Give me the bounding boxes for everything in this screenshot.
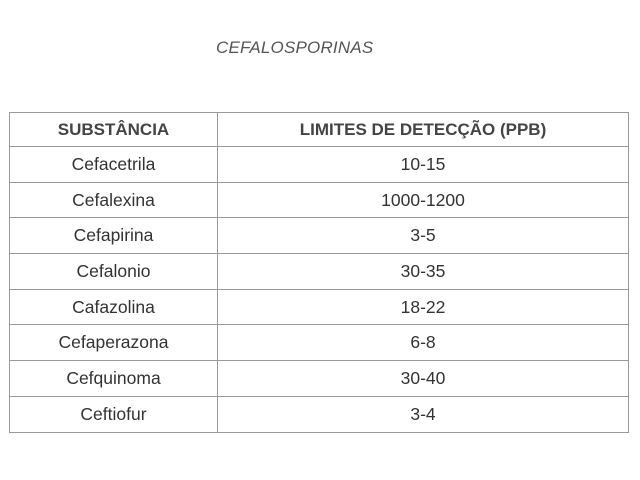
- table-cell: 6-8: [217, 324, 629, 362]
- title: CEFALOSPORINAS: [216, 38, 374, 57]
- header-cell: SUBSTÂNCIA: [9, 112, 218, 147]
- table-cell: 30-35: [217, 253, 629, 290]
- table: SUBSTÂNCIA LIMITES DE DETECÇÃO (PPB) Cefa…: [9, 112, 629, 433]
- table-cell: 30-40: [217, 360, 629, 397]
- table-row: Cefaperazona 6-8: [9, 324, 629, 362]
- table-cell: 3-5: [217, 217, 629, 255]
- header-cell: LIMITES DE DETECÇÃO (PPB): [217, 112, 629, 147]
- table-cell: Cafazolina: [9, 288, 218, 326]
- table-cell: Cefacetrila: [9, 146, 218, 183]
- table-cell: Cefalonio: [9, 253, 218, 290]
- table-body: Cefacetrila 10-15 Cefalexina 1000-1200 Cefap…: [9, 146, 629, 433]
- table-cell: Cefapirina: [9, 217, 218, 255]
- table-cell: Cefquinoma: [9, 360, 218, 397]
- table-cell: 1000-1200: [217, 181, 629, 219]
- table-cell: 10-15: [217, 146, 629, 183]
- table-row: Ceftiofur 3-4: [9, 395, 629, 433]
- table-row: Cefalexina 1000-1200: [9, 181, 629, 219]
- table-cell: 3-4: [217, 395, 629, 433]
- table-cell: Ceftiofur: [9, 395, 218, 433]
- table-row: Cefalonio 30-35: [9, 253, 629, 290]
- table-row: Cefquinoma 30-40: [9, 360, 629, 397]
- table-cell: Cefaperazona: [9, 324, 218, 362]
- table-row: Cefacetrila 10-15: [9, 146, 629, 183]
- header-row: SUBSTÂNCIA LIMITES DE DETECÇÃO (PPB): [9, 112, 629, 147]
- table-row: Cafazolina 18-22: [9, 288, 629, 326]
- table-row: Cefapirina 3-5: [9, 217, 629, 255]
- table-cell: 18-22: [217, 288, 629, 326]
- table-cell: Cefalexina: [9, 181, 218, 219]
